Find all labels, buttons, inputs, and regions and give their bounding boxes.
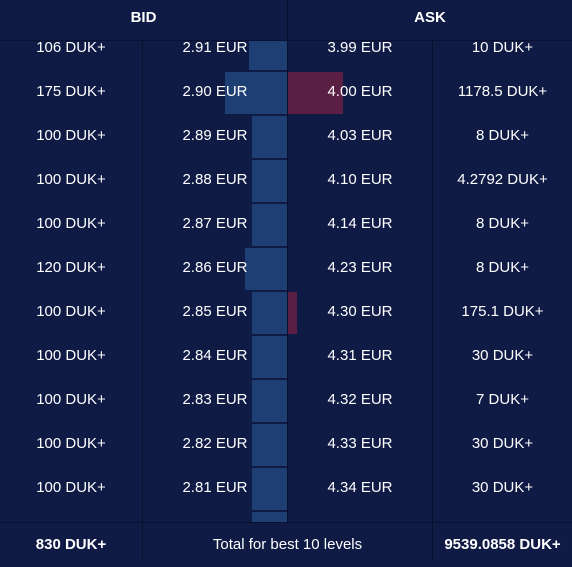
bid-quantity: 175 DUK+ (36, 83, 106, 100)
ask-column-header: ASK (414, 9, 446, 26)
bid-quantity: 100 DUK+ (36, 215, 106, 232)
ask-quantity: 30 DUK+ (471, 347, 534, 364)
bid-price: 2.89 EUR (182, 127, 248, 144)
bid-quantity: 100 DUK+ (36, 347, 106, 364)
bid-quantity: 106 DUK+ (36, 40, 106, 56)
bid-price: 2.90 EUR (182, 83, 248, 100)
bid-price: 2.83 EUR (182, 391, 248, 408)
ask-quantity: 8 DUK+ (476, 127, 529, 144)
bid-depth-bar (252, 292, 287, 334)
bid-price: 2.91 EUR (182, 40, 248, 56)
ask-quantity: 30 DUK+ (471, 435, 534, 452)
order-book-header: BID ASK (0, 0, 572, 41)
bid-price: 2.88 EUR (182, 171, 248, 188)
order-book: 106 DUK+ 2.91 EUR 3.99 EUR 10 DUK+ 175 DUK+ 2… (0, 40, 572, 522)
ask-quantity: 7 DUK+ (476, 391, 529, 408)
bid-total: 830 DUK+ (35, 536, 107, 553)
bid-quantity: 100 DUK+ (36, 303, 106, 320)
column-divider (142, 40, 143, 522)
bid-quantity: 100 DUK+ (36, 479, 106, 496)
order-book-row[interactable]: 100 DUK+ 2.82 EUR 4.33 EUR 30 DUK+ (0, 422, 572, 466)
bid-depth-bar (252, 512, 287, 522)
ask-quantity: 8 DUK+ (476, 259, 529, 276)
ask-price: 4.32 EUR (327, 391, 393, 408)
ask-quantity: 1178.5 DUK+ (457, 83, 548, 100)
bid-depth-bar (249, 40, 287, 70)
bid-quantity: 100 DUK+ (36, 435, 106, 452)
ask-depth-bar (288, 72, 343, 114)
bid-price: 2.86 EUR (182, 259, 248, 276)
bid-price: 2.87 EUR (182, 215, 248, 232)
bid-depth-bar (252, 336, 287, 378)
ask-depth-bar (288, 292, 297, 334)
order-book-row[interactable]: 100 DUK+ 2.81 EUR 4.34 EUR 30 DUK+ (0, 466, 572, 510)
ask-quantity: 4.2792 DUK+ (457, 171, 548, 188)
order-book-row[interactable]: 100 DUK+ 2.87 EUR 4.14 EUR 8 DUK+ (0, 202, 572, 246)
bid-quantity: 100 DUK+ (36, 391, 106, 408)
ask-price: 4.00 EUR (327, 83, 393, 100)
ask-price: 4.10 EUR (327, 171, 393, 188)
ask-quantity (433, 510, 572, 522)
order-book-row[interactable]: 100 DUK+ 2.83 EUR 4.32 EUR 7 DUK+ (0, 378, 572, 422)
order-book-row[interactable] (0, 510, 572, 522)
bid-price (143, 510, 287, 522)
ask-price: 4.33 EUR (327, 435, 393, 452)
ask-price: 4.30 EUR (327, 303, 393, 320)
bid-price: 2.82 EUR (182, 435, 248, 452)
order-book-row[interactable]: 100 DUK+ 2.85 EUR 4.30 EUR 175.1 DUK+ (0, 290, 572, 334)
order-book-row[interactable]: 106 DUK+ 2.91 EUR 3.99 EUR 10 DUK+ (0, 40, 572, 70)
bid-price: 2.84 EUR (182, 347, 248, 364)
ask-price: 4.23 EUR (327, 259, 393, 276)
bid-price: 2.85 EUR (182, 303, 248, 320)
bid-depth-bar (252, 204, 287, 246)
ask-quantity: 10 DUK+ (471, 40, 534, 56)
order-book-row[interactable]: 100 DUK+ 2.88 EUR 4.10 EUR 4.2792 DUK+ (0, 158, 572, 202)
bid-column-header: BID (130, 9, 157, 26)
bid-quantity (0, 510, 142, 522)
order-book-row[interactable]: 100 DUK+ 2.84 EUR 4.31 EUR 30 DUK+ (0, 334, 572, 378)
bid-depth-bar (252, 468, 287, 510)
ask-price: 4.34 EUR (327, 479, 393, 496)
header-divider (287, 0, 288, 40)
bid-depth-bar (252, 116, 287, 158)
ask-price (288, 510, 432, 522)
bid-depth-bar (225, 72, 287, 114)
ask-quantity: 30 DUK+ (471, 479, 534, 496)
bid-quantity: 100 DUK+ (36, 171, 106, 188)
bid-depth-bar (245, 248, 287, 290)
bid-price: 2.81 EUR (182, 479, 248, 496)
bid-depth-bar (252, 160, 287, 202)
ask-price: 4.31 EUR (327, 347, 393, 364)
order-book-row[interactable]: 120 DUK+ 2.86 EUR 4.23 EUR 8 DUK+ (0, 246, 572, 290)
order-book-footer: 830 DUK+ Total for best 10 levels 9539.0… (0, 522, 572, 561)
ask-price: 4.03 EUR (327, 127, 393, 144)
order-book-row[interactable]: 175 DUK+ 2.90 EUR 4.00 EUR 1178.5 DUK+ (0, 70, 572, 114)
footer-divider (432, 523, 433, 561)
total-label: Total for best 10 levels (212, 536, 363, 553)
center-divider (287, 40, 288, 522)
order-book-row[interactable]: 100 DUK+ 2.89 EUR 4.03 EUR 8 DUK+ (0, 114, 572, 158)
bid-depth-bar (252, 380, 287, 422)
footer-divider (142, 523, 143, 561)
ask-total: 9539.0858 DUK+ (444, 536, 561, 553)
bid-quantity: 100 DUK+ (36, 127, 106, 144)
ask-price: 3.99 EUR (327, 40, 393, 56)
column-divider (432, 40, 433, 522)
bid-depth-bar (252, 424, 287, 466)
ask-price: 4.14 EUR (327, 215, 393, 232)
ask-quantity: 8 DUK+ (476, 215, 529, 232)
ask-quantity: 175.1 DUK+ (461, 303, 544, 320)
bid-quantity: 120 DUK+ (36, 259, 106, 276)
